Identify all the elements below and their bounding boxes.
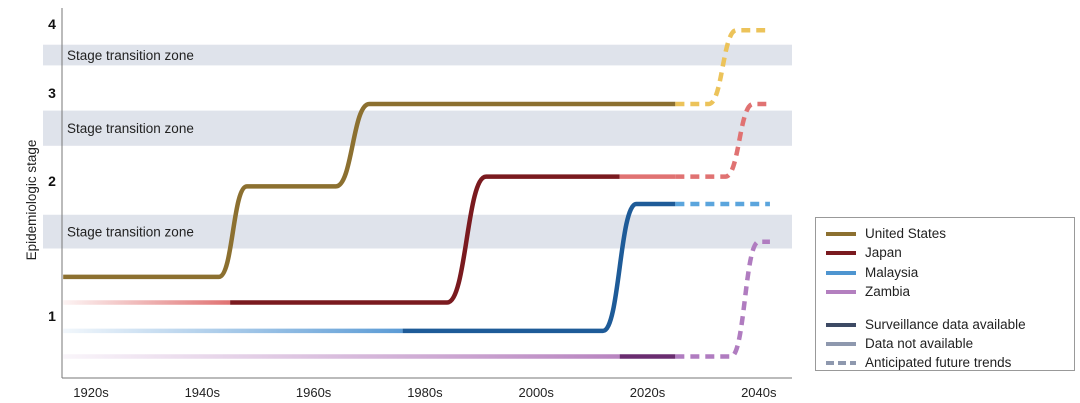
legend-swatch: [826, 231, 856, 236]
series-line-dashed: [675, 101, 770, 179]
x-tick-label: 2000s: [518, 385, 554, 400]
series-united-states: [63, 27, 770, 280]
legend-label: Data not available: [865, 336, 974, 351]
x-tick-label: 2020s: [630, 385, 666, 400]
legend-swatch: [826, 289, 856, 294]
series-line-dark: [230, 174, 620, 305]
legend-label: Surveillance data available: [865, 317, 1026, 332]
series-line-dashed: [675, 27, 770, 107]
transition-zone: [43, 44, 792, 66]
legend: United States Japan Malaysia Zambia Surv…: [815, 217, 1075, 371]
legend-swatch: [826, 341, 856, 346]
legend-label: Japan: [865, 245, 902, 260]
series-line-dashed: [675, 239, 770, 359]
legend-swatch: [826, 360, 856, 365]
transition-zone: [43, 110, 792, 146]
series-zambia: [63, 239, 770, 359]
x-tick-label: 1940s: [185, 385, 221, 400]
series-malaysia: [63, 201, 770, 334]
legend-label: Anticipated future trends: [865, 355, 1012, 370]
series-line-dark: [402, 201, 676, 334]
y-tick-label: 2: [48, 173, 56, 189]
legend-label: Malaysia: [865, 265, 919, 280]
legend-label: Zambia: [865, 284, 911, 299]
zone-label: Stage transition zone: [67, 225, 194, 240]
zone-label: Stage transition zone: [67, 121, 194, 136]
transition-zone: [43, 214, 792, 249]
legend-swatch: [826, 322, 856, 327]
legend-swatch: [826, 270, 856, 275]
series-japan: [63, 101, 770, 305]
legend-item-zambia: Zambia: [826, 284, 910, 299]
y-tick-label: 3: [48, 85, 56, 101]
x-tick-label: 1920s: [73, 385, 109, 400]
series-line-dark: [63, 101, 676, 280]
legend-swatch: [826, 250, 856, 255]
zone-label: Stage transition zone: [67, 48, 194, 63]
x-tick-label: 1980s: [407, 385, 443, 400]
legend-label: United States: [865, 226, 947, 241]
x-tick-label: 2040s: [741, 385, 777, 400]
y-tick-label: 4: [48, 16, 56, 32]
x-tick-label: 1960s: [296, 385, 332, 400]
legend-item-no-data: Data not available: [826, 336, 973, 351]
legend-item-malaysia: Malaysia: [826, 265, 918, 280]
legend-item-japan: Japan: [826, 245, 902, 260]
legend-item-future: Anticipated future trends: [826, 355, 1011, 370]
legend-item-surveillance: Surveillance data available: [826, 317, 1026, 332]
y-tick-label: 1: [48, 308, 56, 324]
legend-item-united-states: United States: [826, 226, 946, 241]
y-axis-label: Epidemiologic stage: [24, 140, 39, 261]
